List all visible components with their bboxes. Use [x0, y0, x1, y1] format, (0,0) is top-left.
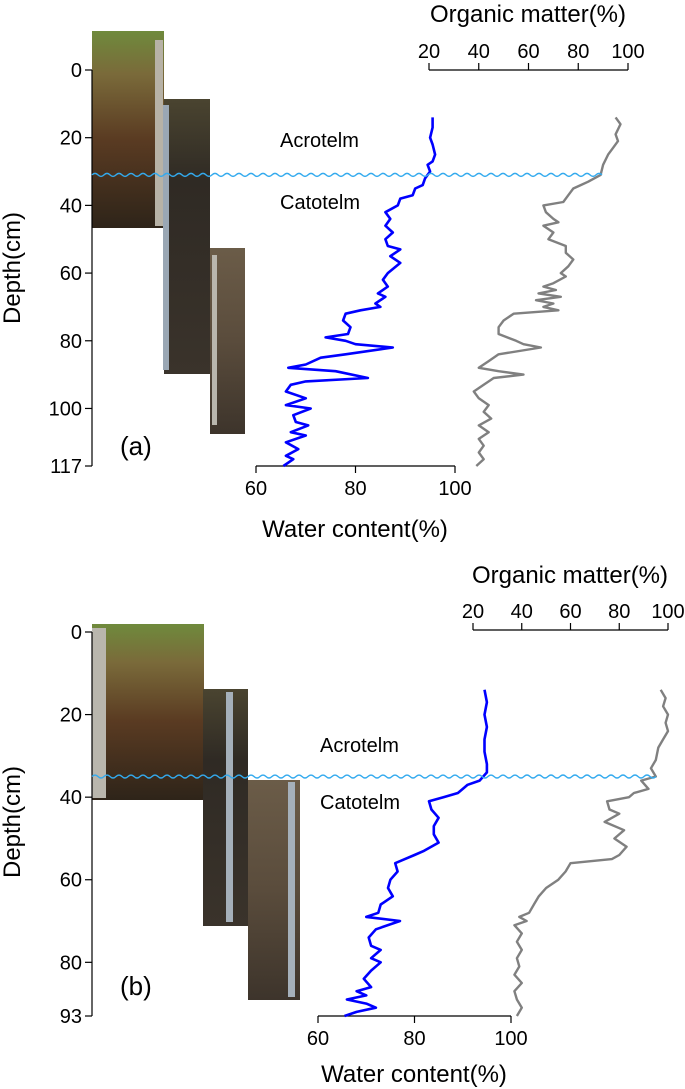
catotelm-label-b: Catotelm [320, 792, 400, 814]
acrotelm-label-a: Acrotelm [280, 130, 359, 152]
water-axis-title-b: Water content(%) [321, 1061, 507, 1088]
organic-tick-label-a-3: 80 [567, 41, 589, 63]
organic-tick-label-b-3: 80 [608, 601, 630, 623]
depth-axis-b: 0 20 40 60 80 93 Depth(cm) [0, 622, 93, 1028]
panel-a: 0 20 40 60 80 100 117 Depth(cm) 60 80 100 Water … [0, 1, 645, 543]
water-table-wave-b [91, 774, 657, 779]
core-photos-b [92, 624, 300, 1000]
organic-tick-label-a-2: 60 [517, 41, 539, 63]
organic-tick-label-a-4: 100 [611, 41, 644, 63]
core-photo-b-2 [203, 689, 248, 926]
core-photo-a-2 [164, 99, 210, 374]
catotelm-label-a: Catotelm [280, 192, 360, 214]
organic-tick-label-b-0: 20 [462, 601, 484, 623]
panel-label-a: (a) [120, 431, 152, 461]
organic-axis-title-b: Organic matter(%) [472, 562, 668, 589]
depth-tick-label-a-0: 0 [71, 60, 82, 82]
organic-matter-line-b [513, 689, 670, 1017]
water-tick-label-b-1: 80 [403, 1028, 425, 1050]
organic-axis-b: 20 40 60 80 100 Organic matter(%) [462, 562, 685, 631]
organic-tick-label-a-1: 40 [468, 41, 490, 63]
core-photo-b-1 [92, 624, 204, 800]
organic-matter-line-a [472, 116, 622, 467]
water-content-line-a [282, 117, 437, 468]
organic-tick-label-a-0: 20 [418, 41, 440, 63]
depth-tick-label-b-4: 80 [60, 952, 82, 974]
water-axis-a: 60 80 100 Water content(%) [245, 465, 472, 543]
organic-tick-label-b-1: 40 [511, 601, 533, 623]
depth-tick-label-b-0: 0 [71, 622, 82, 644]
water-tick-label-b-2: 100 [494, 1028, 527, 1050]
depth-tick-label-b-5: 93 [60, 1006, 82, 1028]
depth-tick-label-b-2: 40 [60, 787, 82, 809]
depth-axis-a: 0 20 40 60 80 100 117 Depth(cm) [0, 60, 93, 478]
acrotelm-label-b: Acrotelm [320, 735, 399, 757]
depth-tick-label-a-1: 20 [60, 128, 82, 150]
depth-axis-title-a: Depth(cm) [0, 212, 26, 324]
water-axis-title-a: Water content(%) [262, 516, 448, 543]
depth-tick-label-a-5: 100 [49, 398, 82, 420]
core-ruler-a-2 [163, 105, 169, 370]
core-ruler-a-3 [212, 255, 217, 425]
water-axis-b: 60 80 100 Water content(%) [307, 1015, 528, 1088]
panel-b: 0 20 40 60 80 93 Depth(cm) 60 80 100 Water cont… [0, 562, 685, 1088]
depth-tick-label-b-1: 20 [60, 705, 82, 727]
depth-tick-label-a-2: 40 [60, 195, 82, 217]
core-ruler-b-3 [288, 782, 295, 997]
organic-tick-label-b-2: 60 [559, 601, 581, 623]
water-tick-label-a-2: 100 [438, 478, 471, 500]
water-content-line-b [344, 689, 489, 1018]
organic-axis-a: 20 40 60 80 100 Organic matter(%) [418, 1, 645, 71]
depth-tick-label-a-4: 80 [60, 331, 82, 353]
water-table-wave-a [91, 172, 603, 178]
depth-axis-title-b: Depth(cm) [0, 766, 26, 878]
core-ruler-b-1 [92, 628, 106, 798]
water-tick-label-b-0: 60 [307, 1028, 329, 1050]
core-ruler-a-1 [155, 40, 163, 226]
organic-axis-title-a: Organic matter(%) [430, 1, 626, 28]
core-photo-a-1 [92, 31, 164, 228]
depth-tick-label-a-6: 117 [50, 456, 82, 478]
depth-tick-label-b-3: 60 [60, 870, 82, 892]
core-ruler-b-2 [226, 692, 233, 922]
water-tick-label-a-0: 60 [245, 478, 267, 500]
core-photos-a [92, 31, 245, 434]
panel-label-b: (b) [120, 971, 152, 1001]
depth-tick-label-a-3: 60 [60, 263, 82, 285]
organic-tick-label-b-4: 100 [651, 601, 684, 623]
water-tick-label-a-1: 80 [344, 478, 366, 500]
